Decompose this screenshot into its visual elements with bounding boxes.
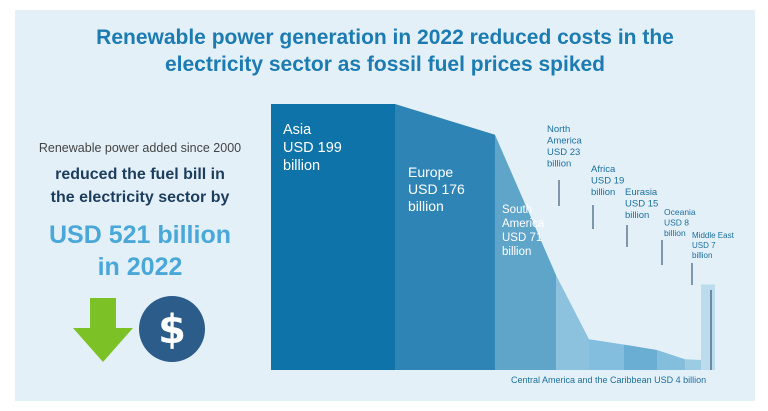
- savings-year: in 2022: [97, 253, 183, 281]
- label-asia: Asia USD 199 billion: [283, 122, 342, 174]
- savings-amount: USD 521 billion: [49, 221, 231, 249]
- band-eurasia: [624, 344, 657, 370]
- band-central-america-extension: [701, 284, 715, 370]
- label-africa: Africa USD 19 billion: [591, 164, 624, 198]
- down-arrow-icon: [73, 298, 133, 362]
- fuel-bill-text: reduced the fuel bill in the electricity…: [50, 166, 230, 206]
- band-africa: [589, 339, 624, 370]
- band-asia: [271, 104, 395, 370]
- label-north-america: North America USD 23 billion: [547, 124, 583, 170]
- renewable-added-text: Renewable power added since 2000: [38, 141, 242, 155]
- band-north-america: [556, 275, 589, 370]
- dollar-coin-icon: $: [139, 296, 205, 362]
- svg-text:$: $: [158, 307, 186, 353]
- label-oceania: Oceania USD 8 billion: [664, 207, 696, 238]
- label-south-america: South America USD 71 billion: [502, 204, 545, 258]
- band-south-america: [495, 134, 556, 370]
- label-europe: Europe USD 176 billion: [408, 164, 465, 214]
- band-oceania: [657, 349, 685, 370]
- label-central-america: Central America and the Caribbean USD 4 …: [511, 375, 706, 385]
- label-eurasia: Eurasia USD 15 billion: [625, 187, 658, 221]
- band-europe: [395, 104, 495, 370]
- page-title: Renewable power generation in 2022 reduc…: [96, 26, 674, 76]
- label-middle-east: Middle East USD 7 billion: [692, 231, 735, 260]
